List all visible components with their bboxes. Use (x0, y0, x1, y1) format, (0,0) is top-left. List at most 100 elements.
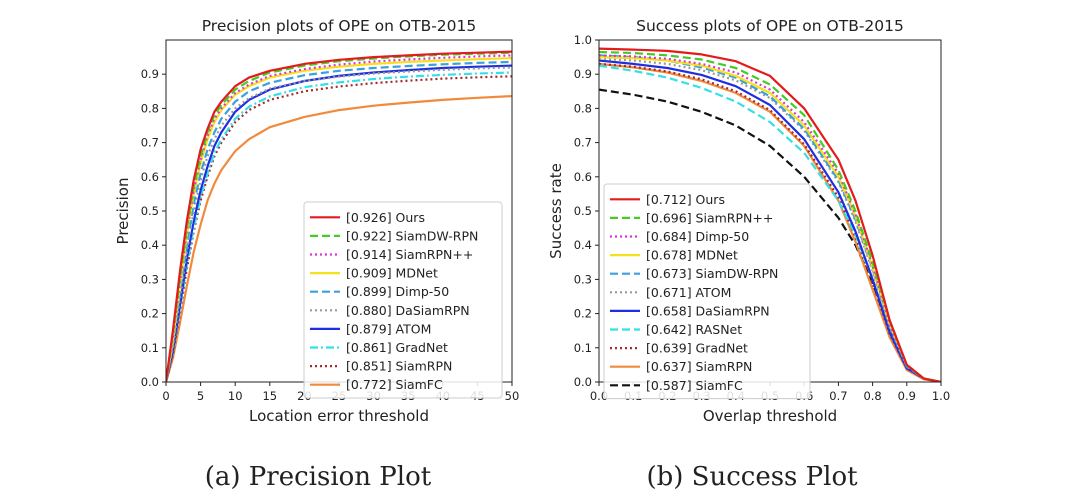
legend-entry: [0.712] Ours (646, 192, 725, 207)
legend-bracket-close: ] (387, 247, 396, 262)
legend-bracket-open: [ (646, 229, 651, 244)
x-tick-label: 0.9 (898, 389, 916, 403)
legend-name: MDNet (696, 248, 738, 263)
legend-score: 0.684 (651, 229, 687, 244)
legend-entry: [0.637] SiamRPN (646, 359, 752, 374)
y-tick-label: 0.2 (141, 307, 159, 321)
legend-entry: [0.587] SiamFC (646, 378, 743, 393)
legend-entry: [0.914] SiamRPN++ (346, 247, 473, 262)
legend-name: Dimp-50 (696, 229, 750, 244)
legend-score: 0.922 (351, 228, 387, 243)
legend-name: Ours (396, 210, 425, 225)
legend-score: 0.914 (351, 247, 387, 262)
y-tick-label: 0.6 (574, 170, 592, 184)
legend-bracket-open: [ (346, 303, 351, 318)
legend-name: SiamRPN++ (696, 210, 774, 225)
legend-entry: [0.879] ATOM (346, 321, 431, 336)
figure-caption: (a) Precision Plot (205, 462, 432, 492)
legend-name: GradNet (396, 340, 448, 355)
legend-bracket-open: [ (646, 359, 651, 374)
legend: [0.712] Ours[0.696] SiamRPN++[0.684] Dim… (603, 183, 811, 400)
legend-name: SiamFC (696, 378, 743, 393)
chart-title: Success plots of OPE on OTB-2015 (636, 17, 904, 35)
legend-bracket-open: [ (646, 322, 651, 337)
y-tick-label: 0.3 (574, 272, 592, 286)
legend-name: SiamRPN (696, 359, 753, 374)
legend-score: 0.926 (351, 210, 387, 225)
legend-score: 0.658 (651, 303, 687, 318)
legend-bracket-open: [ (346, 266, 351, 281)
legend-score: 0.712 (651, 192, 687, 207)
legend-entry: [0.639] GradNet (646, 341, 748, 356)
y-tick-label: 0.4 (141, 238, 159, 252)
legend-score: 0.772 (351, 377, 387, 392)
legend-bracket-open: [ (346, 377, 351, 392)
legend-entry: [0.671] ATOM (646, 285, 731, 300)
series-line-ours (599, 47, 941, 382)
x-tick-label: 0.8 (863, 389, 881, 403)
legend-bracket-open: [ (346, 228, 351, 243)
legend-bracket-open: [ (646, 266, 651, 281)
x-axis-label: Overlap threshold (703, 407, 837, 425)
series-line-dasiamrpn (166, 66, 512, 382)
legend-score: 0.678 (651, 248, 687, 263)
legend-bracket-open: [ (646, 192, 651, 207)
legend-score: 0.671 (651, 285, 687, 300)
y-tick-label: 0.5 (141, 204, 159, 218)
y-tick-label: 0.6 (141, 170, 159, 184)
legend-bracket-open: [ (346, 284, 351, 299)
legend-name: DaSiamRPN (396, 303, 470, 318)
x-tick-label: 1.0 (932, 389, 950, 403)
legend-score: 0.861 (351, 340, 387, 355)
legend-name: MDNet (396, 266, 438, 281)
legend-bracket-close: ] (687, 322, 696, 337)
legend-score: 0.639 (651, 341, 687, 356)
legend-name: ATOM (696, 285, 732, 300)
legend-bracket-open: [ (346, 210, 351, 225)
legend-bracket-close: ] (687, 341, 696, 356)
legend-bracket-close: ] (387, 340, 396, 355)
legend-name: Dimp-50 (396, 284, 450, 299)
legend-bracket-close: ] (387, 303, 396, 318)
legend-bracket-open: [ (646, 285, 651, 300)
legend-entry: [0.642] RASNet (646, 322, 742, 337)
legend-bracket-close: ] (687, 248, 696, 263)
x-axis-label: Location error threshold (249, 407, 429, 425)
legend-bracket-open: [ (346, 321, 351, 336)
legend-bracket-close: ] (687, 378, 696, 393)
series-line-siamfc (166, 95, 512, 382)
legend-bracket-close: ] (387, 284, 396, 299)
y-tick-label: 0.8 (141, 101, 159, 115)
legend-bracket-close: ] (687, 229, 696, 244)
legend-name: SiamRPN++ (396, 247, 474, 262)
series-line-atom (166, 64, 512, 382)
legend-entry: [0.684] Dimp-50 (646, 229, 749, 244)
figure-caption: (b) Success Plot (646, 462, 858, 492)
series-lines (166, 50, 512, 382)
legend-entry: [0.851] SiamRPN (346, 359, 452, 374)
legend-bracket-close: ] (387, 266, 396, 281)
y-tick-label: 0.1 (574, 341, 592, 355)
legend-entry: [0.880] DaSiamRPN (346, 303, 470, 318)
legend-bracket-open: [ (346, 340, 351, 355)
y-tick-label: 0.9 (141, 67, 159, 81)
x-tick-label: 10 (228, 389, 243, 403)
legend: [0.926] Ours[0.922] SiamDW-RPN[0.914] Si… (303, 201, 503, 399)
legend-score: 0.637 (651, 359, 687, 374)
legend-bracket-close: ] (687, 359, 696, 374)
success-plot: Success plots of OPE on OTB-2015 0.0 0.1 0.… (547, 17, 950, 492)
legend-score: 0.880 (351, 303, 387, 318)
legend-score: 0.587 (651, 378, 687, 393)
legend-score: 0.642 (651, 322, 687, 337)
y-tick-label: 0.1 (141, 341, 159, 355)
legend-bracket-open: [ (346, 359, 351, 374)
legend-entry: [0.673] SiamDW-RPN (646, 266, 778, 281)
y-tick-label: 0.3 (141, 272, 159, 286)
legend-bracket-close: ] (687, 303, 696, 318)
legend-bracket-close: ] (687, 210, 696, 225)
legend-entry: [0.899] Dimp-50 (346, 284, 449, 299)
chart-title: Precision plots of OPE on OTB-2015 (202, 17, 477, 35)
legend-bracket-close: ] (387, 321, 396, 336)
x-tick-label: 15 (262, 389, 277, 403)
